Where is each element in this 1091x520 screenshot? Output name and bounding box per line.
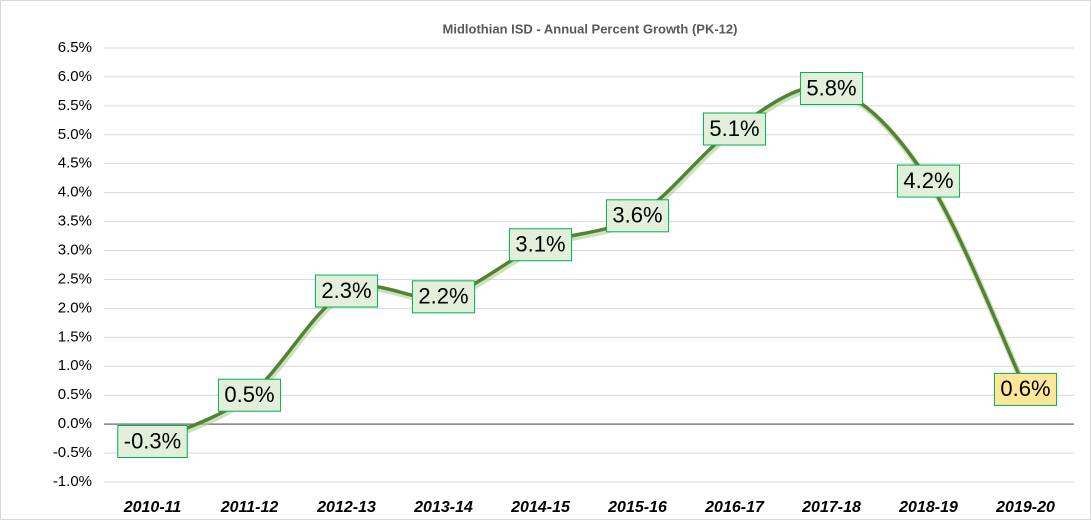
data-label: 5.1%: [702, 112, 767, 146]
data-label: 3.6%: [605, 199, 670, 233]
y-tick-label: 6.0%: [58, 68, 92, 85]
data-label-box: [993, 372, 1058, 406]
data-label: 3.1%: [508, 228, 573, 262]
data-label-box: [508, 228, 573, 262]
data-label-box: [896, 164, 961, 198]
data-label-text: 0.6%: [1000, 376, 1050, 401]
y-tick-label: 5.5%: [58, 97, 92, 114]
data-label-box: [117, 424, 188, 458]
x-tick-label: 2012-13: [316, 499, 376, 516]
data-label-text: 5.8%: [806, 75, 856, 100]
data-label-box: [605, 199, 670, 233]
data-label-box: [799, 72, 864, 106]
data-label-box: [411, 280, 476, 314]
data-label-box: [702, 112, 767, 146]
data-label-text: 3.1%: [515, 232, 565, 257]
data-label-box: [314, 274, 379, 308]
y-tick-label: 0.5%: [58, 386, 92, 403]
y-tick-label: 0.0%: [58, 415, 92, 432]
data-label: 2.3%: [314, 274, 379, 308]
y-tick-label: 3.0%: [58, 242, 92, 259]
y-tick-label: 5.0%: [58, 126, 92, 143]
y-tick-label: -0.5%: [53, 444, 92, 461]
data-label-text: -0.3%: [124, 428, 181, 453]
data-label: 4.2%: [896, 164, 961, 198]
data-label-text: 5.1%: [709, 116, 759, 141]
y-tick-label: 4.0%: [58, 184, 92, 201]
y-tick-label: 6.5%: [58, 39, 92, 56]
data-label: 0.6%: [993, 372, 1058, 406]
x-tick-label: 2010-11: [123, 499, 182, 516]
y-tick-label: 1.5%: [58, 328, 92, 345]
x-tick-label: 2014-15: [510, 499, 571, 516]
x-tick-label: 2017-18: [801, 499, 861, 516]
x-tick-label: 2011-12: [220, 499, 279, 516]
y-tick-label: 4.5%: [58, 155, 92, 172]
x-tick-label: 2018-19: [898, 499, 958, 516]
data-label-text: 3.6%: [612, 203, 662, 228]
data-label: 0.5%: [217, 378, 282, 412]
y-tick-label: -1.0%: [53, 473, 92, 490]
data-label-text: 2.3%: [321, 278, 371, 303]
data-label-text: 0.5%: [224, 382, 274, 407]
y-tick-label: 1.0%: [58, 357, 92, 374]
chart-title: Midlothian ISD - Annual Percent Growth (…: [443, 21, 738, 36]
data-label-box: [217, 378, 282, 412]
data-label: 2.2%: [411, 280, 476, 314]
y-tick-label: 2.0%: [58, 299, 92, 316]
data-label-text: 2.2%: [418, 284, 468, 309]
x-tick-label: 2019-20: [995, 499, 1055, 516]
y-tick-label: 2.5%: [58, 270, 92, 287]
x-tick-label: 2015-16: [607, 499, 667, 516]
x-tick-label: 2013-14: [413, 499, 473, 516]
data-label: 5.8%: [799, 72, 864, 106]
data-label-text: 4.2%: [903, 168, 953, 193]
data-label: -0.3%: [117, 424, 188, 458]
x-tick-label: 2016-17: [704, 499, 765, 516]
y-tick-label: 3.5%: [58, 213, 92, 230]
